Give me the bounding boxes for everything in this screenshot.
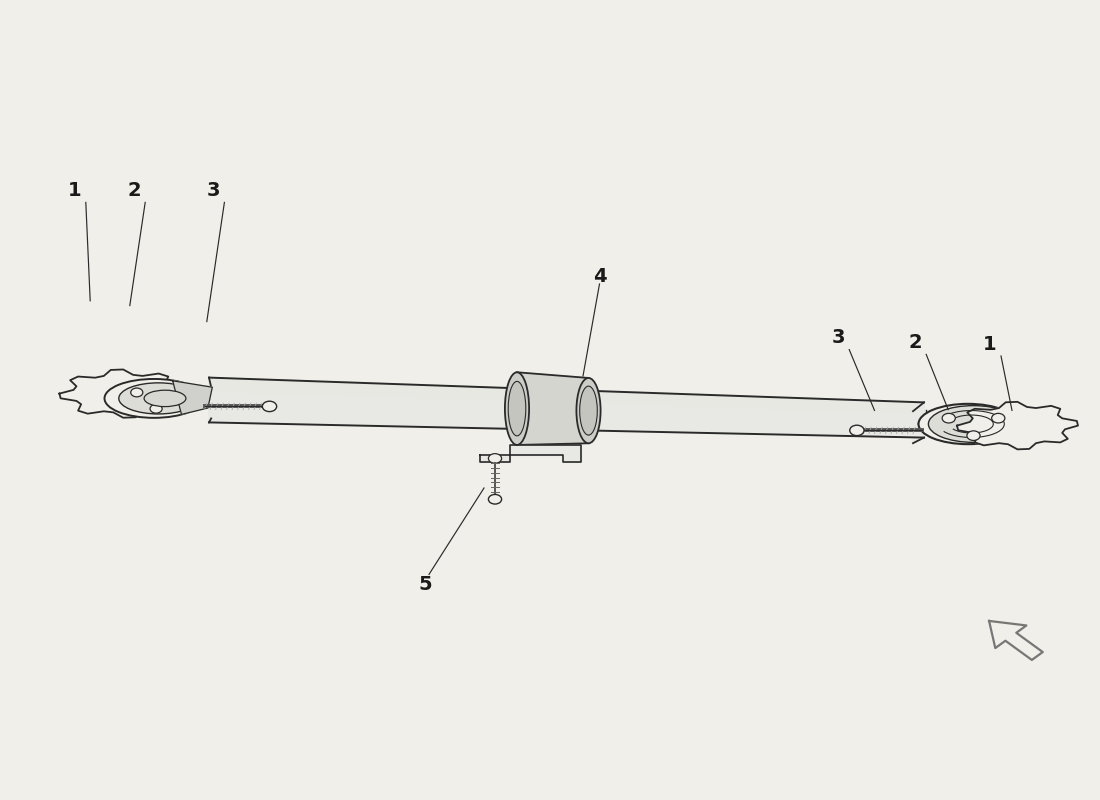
Polygon shape bbox=[209, 378, 924, 413]
Ellipse shape bbox=[104, 379, 204, 418]
Circle shape bbox=[942, 414, 955, 423]
Circle shape bbox=[849, 426, 864, 435]
Polygon shape bbox=[209, 378, 924, 438]
Ellipse shape bbox=[119, 383, 198, 414]
Circle shape bbox=[150, 404, 162, 413]
Circle shape bbox=[131, 388, 143, 397]
Text: 3: 3 bbox=[207, 181, 220, 200]
Circle shape bbox=[176, 390, 188, 398]
Polygon shape bbox=[173, 381, 212, 414]
Ellipse shape bbox=[580, 386, 597, 435]
Text: 1: 1 bbox=[983, 334, 997, 354]
Circle shape bbox=[967, 431, 980, 441]
Ellipse shape bbox=[508, 382, 526, 436]
Ellipse shape bbox=[505, 372, 529, 445]
Circle shape bbox=[924, 417, 933, 423]
Ellipse shape bbox=[918, 418, 952, 430]
Circle shape bbox=[992, 414, 1005, 423]
Polygon shape bbox=[989, 621, 1043, 660]
Polygon shape bbox=[913, 402, 924, 443]
Ellipse shape bbox=[576, 378, 601, 443]
Text: 1: 1 bbox=[68, 181, 81, 200]
Polygon shape bbox=[59, 370, 187, 418]
Text: 2: 2 bbox=[128, 181, 141, 200]
Ellipse shape bbox=[928, 406, 1019, 442]
Polygon shape bbox=[957, 402, 1078, 450]
Ellipse shape bbox=[918, 404, 1018, 444]
Text: 2: 2 bbox=[909, 333, 922, 352]
Circle shape bbox=[488, 454, 502, 463]
Ellipse shape bbox=[144, 390, 186, 406]
Circle shape bbox=[488, 494, 502, 504]
Polygon shape bbox=[480, 445, 581, 462]
Circle shape bbox=[263, 402, 277, 411]
Text: 3: 3 bbox=[832, 328, 845, 347]
Text: 5: 5 bbox=[419, 574, 432, 594]
Text: 4: 4 bbox=[593, 266, 606, 286]
Polygon shape bbox=[517, 372, 588, 445]
Polygon shape bbox=[209, 378, 211, 422]
